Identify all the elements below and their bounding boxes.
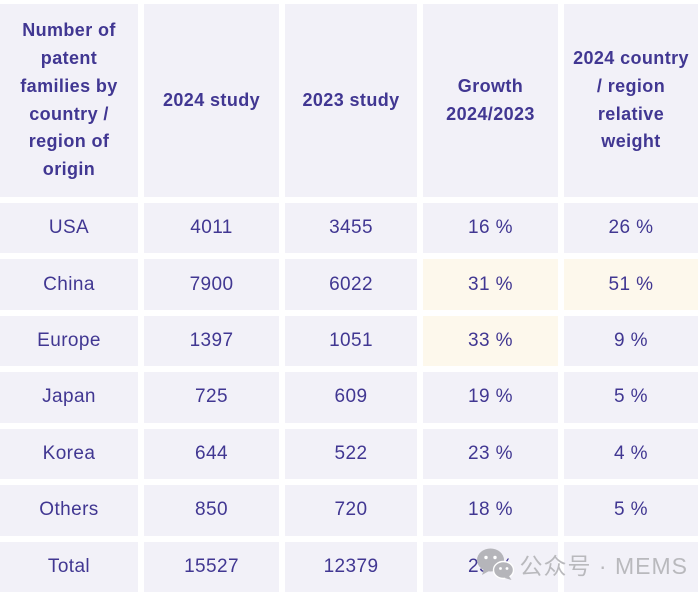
row-others-2024: 850: [144, 485, 279, 536]
row-usa-2023: 3455: [285, 203, 417, 254]
row-korea-weight: 4 %: [564, 428, 698, 480]
row-japan-2024: 725: [144, 372, 279, 423]
row-japan-growth: 19 %: [423, 372, 558, 423]
row-europe-2024: 1397: [144, 315, 279, 367]
row-china-2023: 6022: [285, 259, 417, 310]
header-2024-study: 2024 study: [144, 4, 279, 197]
header-2023-study: 2023 study: [285, 4, 417, 197]
row-europe-weight: 9 %: [564, 315, 698, 367]
row-usa-weight: 26 %: [564, 203, 698, 254]
row-europe-2023: 1051: [285, 315, 417, 367]
header-growth: Growth 2024/2023: [423, 4, 558, 197]
row-japan-label: Japan: [0, 372, 138, 423]
row-others-label: Others: [0, 485, 138, 536]
row-usa-2024: 4011: [144, 203, 279, 254]
row-korea-2023: 522: [285, 428, 417, 480]
row-total-label: Total: [0, 541, 138, 592]
row-china-label: China: [0, 259, 138, 310]
row-korea-growth: 23 %: [423, 428, 558, 480]
row-others-weight: 5 %: [564, 485, 698, 536]
row-china-2024: 7900: [144, 259, 279, 310]
row-korea-2024: 644: [144, 428, 279, 480]
row-others-growth: 18 %: [423, 485, 558, 536]
row-korea-label: Korea: [0, 428, 138, 480]
header-relative-weight: 2024 country / region relative weight: [564, 4, 698, 197]
row-japan-weight: 5 %: [564, 372, 698, 423]
row-china-growth: 31 %: [423, 259, 558, 310]
row-usa-label: USA: [0, 203, 138, 254]
row-others-2023: 720: [285, 485, 417, 536]
row-total-2024: 15527: [144, 541, 279, 592]
row-europe-label: Europe: [0, 315, 138, 367]
row-usa-growth: 16 %: [423, 203, 558, 254]
row-europe-growth: 33 %: [423, 315, 558, 367]
row-total-weight: [564, 541, 698, 592]
row-japan-2023: 609: [285, 372, 417, 423]
row-total-growth: 25 %: [423, 541, 558, 592]
row-total-2023: 12379: [285, 541, 417, 592]
header-region-column: Number of patent families by country / r…: [0, 4, 138, 197]
row-china-weight: 51 %: [564, 259, 698, 310]
